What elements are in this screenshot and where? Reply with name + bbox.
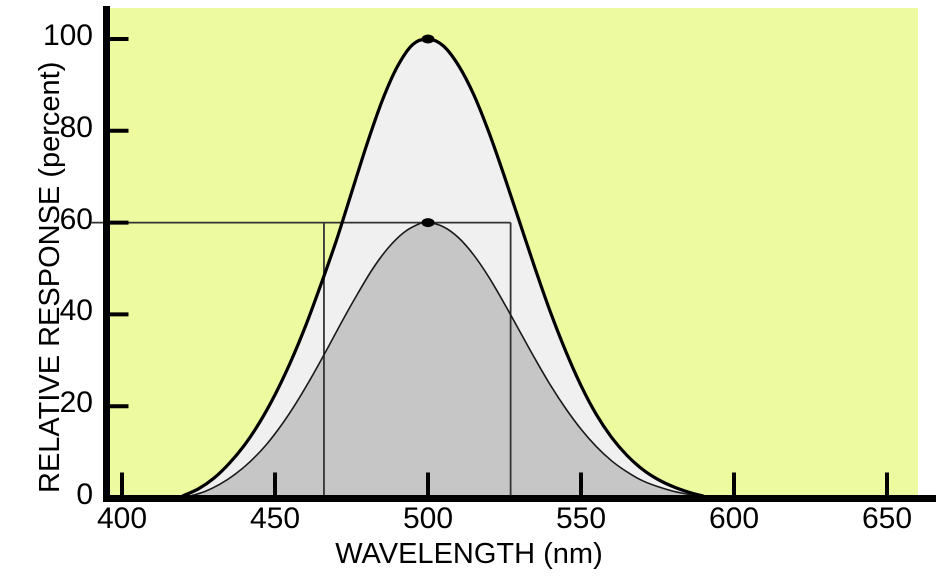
x-axis-title: WAVELENGTH (nm) — [335, 538, 603, 570]
peak-marker-dot — [421, 34, 435, 44]
y-tick-label: 0 — [76, 478, 93, 511]
lower-curve-area — [189, 222, 704, 498]
x-tick-label: 550 — [555, 502, 607, 535]
y-tick-label: 100 — [42, 19, 93, 52]
bandwidth-annotations — [91, 221, 512, 498]
y-tick-label: 40 — [59, 294, 93, 328]
x-tick-label: 600 — [708, 502, 760, 535]
tick-marks — [108, 37, 889, 497]
peak-marker-dot — [421, 218, 435, 228]
y-tick-label: 60 — [59, 202, 93, 236]
x-tick-label: 400 — [96, 502, 148, 535]
lower-curve-line — [188, 221, 705, 498]
x-tick-label: 450 — [249, 502, 301, 535]
x-tick-label: 650 — [861, 502, 913, 535]
upper-curve-line — [181, 37, 705, 498]
x-tick-label: 500 — [402, 502, 454, 535]
y-tick-label: 20 — [59, 386, 93, 420]
y-tick-label: 80 — [59, 110, 93, 144]
axis-lines — [103, 6, 936, 502]
peak-markers — [421, 34, 435, 228]
